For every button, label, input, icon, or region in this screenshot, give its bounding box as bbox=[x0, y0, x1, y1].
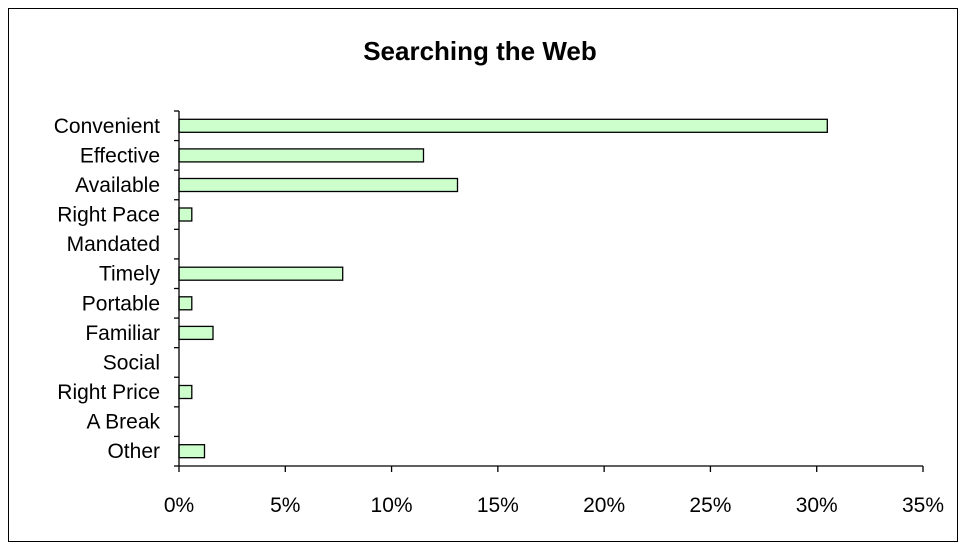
category-label: A Break bbox=[86, 411, 160, 434]
bar-convenient bbox=[178, 118, 828, 133]
category-label: Other bbox=[107, 440, 160, 463]
x-tick-label: 15% bbox=[477, 494, 519, 517]
category-label: Timely bbox=[99, 263, 161, 286]
x-tick-label: 0% bbox=[164, 494, 194, 517]
category-label: Effective bbox=[80, 144, 160, 167]
bar-right-pace bbox=[178, 207, 193, 222]
x-axis: 0% 5% 10% 15% 20% 25% 30% 35% bbox=[164, 465, 944, 517]
bar-effective bbox=[178, 148, 425, 163]
category-label: Mandated bbox=[67, 233, 160, 256]
category-label: Convenient bbox=[54, 115, 160, 138]
bar-timely bbox=[178, 266, 344, 281]
x-tick-label: 5% bbox=[270, 494, 300, 517]
bar-other bbox=[178, 444, 206, 459]
chart-title: Searching the Web bbox=[363, 36, 597, 66]
y-axis: Convenient Effective Available Right Pace Ma… bbox=[54, 110, 180, 467]
category-label: Portable bbox=[82, 292, 160, 315]
chart-frame bbox=[8, 8, 958, 542]
bar-right-price bbox=[178, 384, 193, 400]
bars-group bbox=[178, 118, 828, 459]
category-label: Available bbox=[75, 174, 160, 197]
category-label: Right Price bbox=[57, 381, 160, 404]
x-tick-label: 35% bbox=[902, 494, 944, 517]
x-tick-label: 30% bbox=[796, 494, 838, 517]
bar-portable bbox=[178, 296, 193, 311]
bar-familiar bbox=[178, 325, 214, 341]
category-label: Familiar bbox=[85, 322, 160, 345]
category-label: Social bbox=[103, 352, 160, 375]
x-tick-label: 25% bbox=[689, 494, 731, 517]
x-tick-label: 10% bbox=[371, 494, 413, 517]
x-tick-label: 20% bbox=[583, 494, 625, 517]
category-label: Right Pace bbox=[57, 204, 160, 227]
bar-available bbox=[178, 177, 459, 193]
